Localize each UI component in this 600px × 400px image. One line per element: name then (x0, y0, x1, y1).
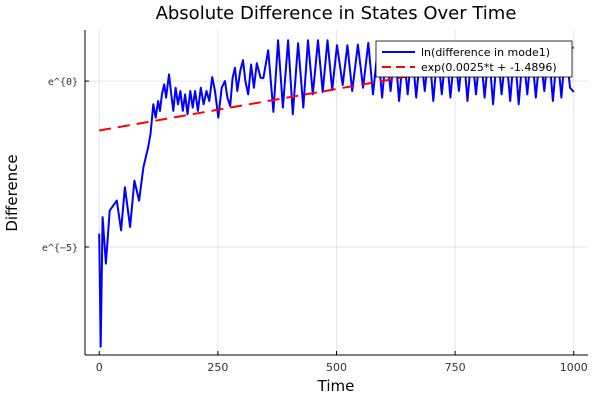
legend-label-0: ln(difference in mode1) (421, 46, 550, 59)
y-tick-label: e^{0} (48, 77, 78, 88)
x-axis-label: Time (317, 377, 355, 395)
y-tick-label: e^{−5} (42, 243, 78, 254)
x-tick-label: 250 (207, 361, 228, 374)
series-line-0 (98, 39, 575, 348)
legend-box (375, 40, 573, 78)
chart-title: Absolute Difference in States Over Time (156, 3, 517, 24)
x-tick-label: 1000 (560, 361, 588, 374)
y-axis-label: Difference (3, 154, 21, 231)
x-tick-label: 750 (445, 361, 466, 374)
legend-label-1: exp(0.0025*t + -1.4896) (421, 61, 557, 74)
ticks: 0 250 500 750 1000 e^{0} e^{−5} (42, 77, 588, 374)
legend: ln(difference in mode1) exp(0.0025*t + -… (375, 40, 573, 78)
x-tick-label: 500 (326, 361, 347, 374)
x-tick-label: 0 (96, 361, 103, 374)
